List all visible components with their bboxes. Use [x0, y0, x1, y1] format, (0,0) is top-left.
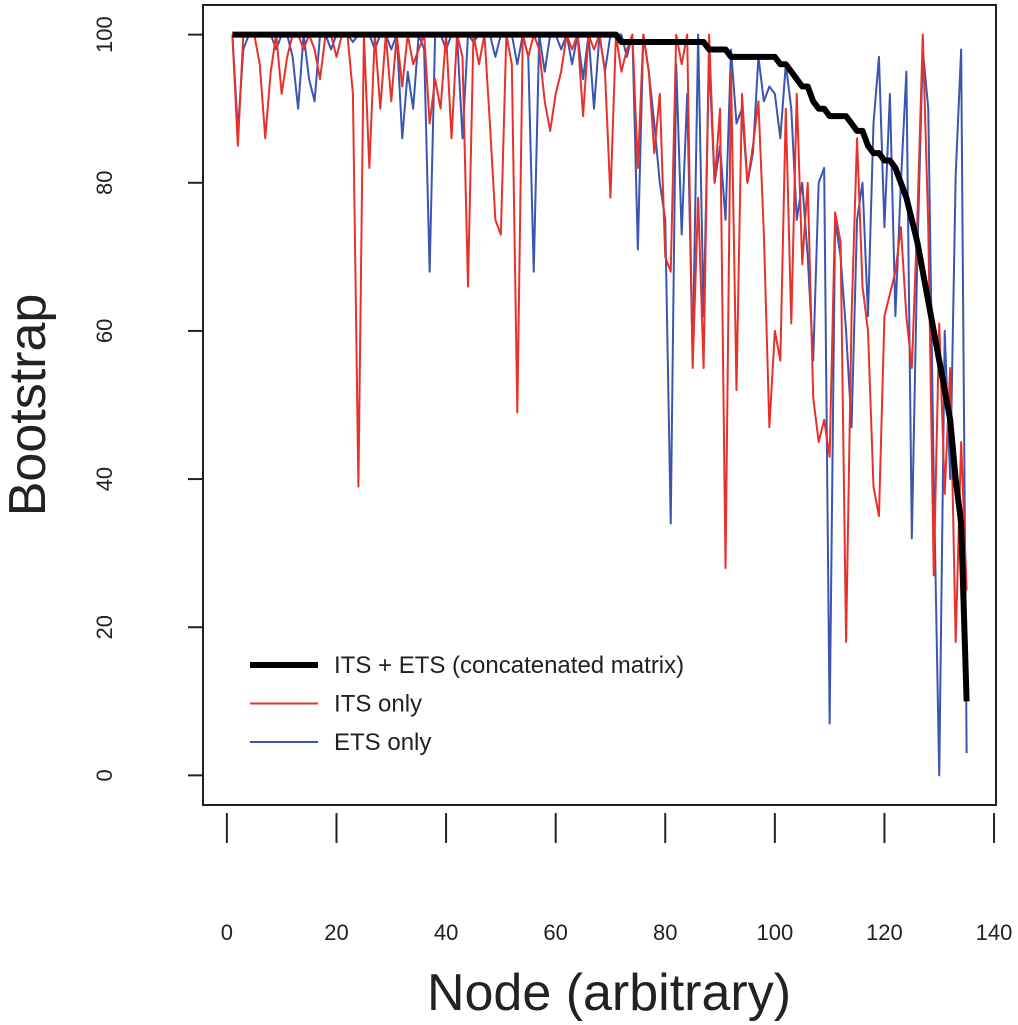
y-tick-label: 0	[92, 769, 117, 781]
plot-frame	[202, 4, 997, 806]
x-tick-label: 120	[866, 920, 903, 945]
x-tick-label: 60	[543, 920, 567, 945]
x-tick-label: 80	[653, 920, 677, 945]
x-tick-label: 20	[324, 920, 348, 945]
legend-label: ETS only	[334, 729, 431, 756]
y-tick-label: 40	[92, 467, 117, 491]
y-tick-label: 20	[92, 615, 117, 639]
legend-label: ITS + ETS (concatenated matrix)	[334, 652, 684, 679]
y-tick-label: 60	[92, 319, 117, 343]
y-axis-title: Bootstrap	[0, 294, 57, 517]
series-line	[232, 31, 970, 702]
x-tick-label: 100	[756, 920, 793, 945]
x-tick-label: 40	[434, 920, 458, 945]
x-axis-title: Node (arbitrary)	[427, 964, 791, 1022]
legend-label: ITS only	[334, 691, 422, 718]
x-tick-label: 140	[976, 920, 1013, 945]
y-tick-label: 100	[92, 16, 117, 53]
x-tick-label: 0	[221, 920, 233, 945]
y-tick-label: 80	[92, 171, 117, 195]
